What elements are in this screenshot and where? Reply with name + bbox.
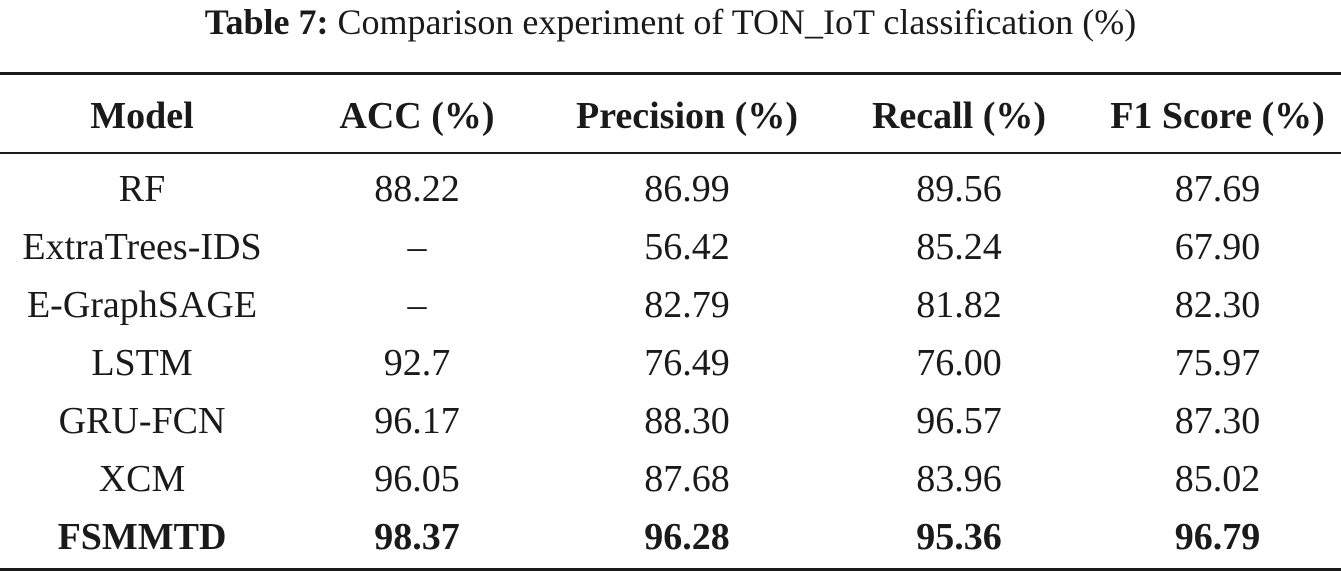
cell-recall: 76.00 [916,342,1002,384]
bottom-rule [0,568,1341,571]
cell-recall: 83.96 [916,458,1002,500]
table-row-best: FSMMTD 98.37 96.28 95.36 96.79 [0,508,1341,566]
cell-acc: – [407,226,427,268]
caption-label: Table 7: [204,2,329,42]
cell-model: FSMMTD [57,516,227,558]
cell-f1: 75.97 [1174,342,1261,384]
cell-precision: 86.99 [644,168,730,210]
table-row: GRU-FCN 96.17 88.30 96.57 87.30 [0,392,1341,450]
cell-model: E-GraphSAGE [26,284,258,326]
comparison-table: Model ACC (%) Precision (%) Recall (%) F… [0,80,1341,566]
cell-f1: 87.69 [1174,168,1261,210]
header-acc: ACC (%) [339,95,495,137]
cell-precision: 88.30 [644,400,730,442]
cell-precision: 76.49 [644,342,730,384]
cell-acc: 88.22 [374,168,460,210]
cell-recall: 89.56 [916,168,1002,210]
cell-recall: 81.82 [916,284,1002,326]
cell-model: GRU-FCN [58,400,226,442]
cell-precision: 82.79 [644,284,730,326]
table-row: LSTM 92.7 76.49 76.00 75.97 [0,334,1341,392]
cell-recall: 85.24 [916,226,1002,268]
cell-recall: 95.36 [916,516,1002,558]
cell-f1: 87.30 [1174,400,1261,442]
cell-precision: 96.28 [644,516,730,558]
cell-model: RF [118,168,166,210]
cell-f1: 82.30 [1174,284,1261,326]
header-precision: Precision (%) [576,95,798,137]
table-row: ExtraTrees-IDS – 56.42 85.24 67.90 [0,218,1341,276]
cell-acc: – [407,284,427,326]
header-f1: F1 Score (%) [1110,95,1325,137]
header-model: Model [90,95,194,137]
cell-precision: 87.68 [644,458,730,500]
caption-text: Comparison experiment of TON_IoT classif… [337,2,1137,42]
table-row: E-GraphSAGE – 82.79 81.82 82.30 [0,276,1341,334]
cell-acc: 92.7 [383,342,451,384]
cell-acc: 96.17 [374,400,460,442]
top-rule [0,72,1341,75]
table-row: RF 88.22 86.99 89.56 87.69 [0,160,1341,218]
cell-model: XCM [98,458,186,500]
cell-precision: 56.42 [644,226,730,268]
header-recall: Recall (%) [871,95,1047,137]
cell-model: ExtraTrees-IDS [22,226,262,268]
cell-model: LSTM [91,342,193,384]
cell-f1: 67.90 [1174,226,1261,268]
table-row: XCM 96.05 87.68 83.96 85.02 [0,450,1341,508]
cell-acc: 98.37 [374,516,460,558]
header-row: Model ACC (%) Precision (%) Recall (%) F… [0,80,1341,152]
header-rule [0,152,1341,154]
cell-f1: 96.79 [1174,516,1261,558]
cell-recall: 96.57 [916,400,1002,442]
cell-f1: 85.02 [1174,458,1261,500]
cell-acc: 96.05 [374,458,460,500]
table-caption: Table 7: Comparison experiment of TON_Io… [0,0,1341,50]
